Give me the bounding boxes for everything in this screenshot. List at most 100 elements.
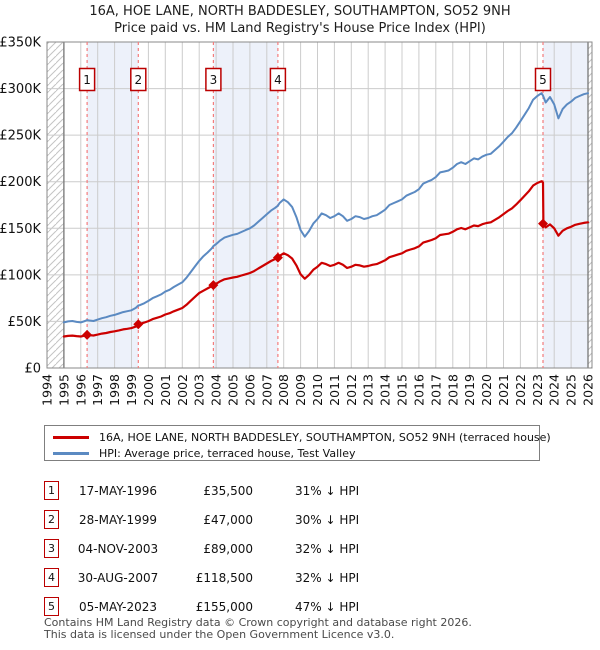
table-row: 1 17-MAY-1996 £35,500 31% ↓ HPI [44, 476, 584, 505]
hpi-line [62, 92, 589, 324]
x-tick-label: 2017 [428, 374, 443, 406]
sale-number-badge: 4 [269, 67, 287, 92]
price-line-swatch [53, 435, 89, 439]
sale-marker [538, 218, 549, 229]
page-title: 16A, HOE LANE, NORTH BADDESLEY, SOUTHAMP… [89, 4, 511, 19]
sale-date: 17-MAY-1996 [78, 483, 157, 498]
copyright-footer: Contains HM Land Registry data © Crown c… [44, 617, 472, 640]
x-tick-label: 1998 [107, 374, 122, 406]
svg-text:1: 1 [83, 73, 91, 87]
price-chart: 1 2 3 4 5 £350K £300K £250K £200K £150K £100K £50K £… [0, 36, 596, 406]
sale-date: 30-AUG-2007 [77, 570, 159, 585]
y-tick-label: £0 [24, 362, 41, 377]
sale-date: 05-MAY-2023 [78, 599, 157, 614]
x-tick-label: 1994 [40, 374, 55, 406]
sale-number-badge: 1 [78, 67, 96, 92]
x-tick-label: 2011 [327, 374, 342, 406]
x-tick-label: 2016 [411, 374, 426, 406]
table-row: 4 30-AUG-2007 £118,500 32% ↓ HPI [44, 563, 584, 592]
x-tick-label: 2008 [276, 374, 291, 406]
sale-price: £47,000 [203, 512, 253, 527]
sale-price: £118,500 [195, 570, 253, 585]
x-tick-label: 2013 [361, 374, 376, 406]
row-number-badge: 3 [44, 539, 59, 558]
footer-line-2: This data is licensed under the Open Gov… [44, 627, 395, 641]
table-row: 2 28-MAY-1999 £47,000 30% ↓ HPI [44, 505, 584, 534]
x-tick-label: 2026 [581, 374, 596, 406]
sale-marker [208, 280, 219, 291]
x-tick-label: 2006 [242, 374, 257, 406]
row-number-badge: 5 [44, 597, 59, 616]
x-tick-label: 2012 [344, 374, 359, 406]
sale-vs-hpi: 32% ↓ HPI [295, 570, 360, 585]
left-hatch [47, 42, 64, 368]
y-tick-label: £250K [0, 129, 41, 144]
price-line [62, 180, 590, 338]
sale-marker [82, 329, 93, 340]
ownership-band [213, 42, 278, 368]
x-tick-label: 2004 [209, 374, 224, 406]
sale-price: £155,000 [195, 599, 253, 614]
sale-date: 28-MAY-1999 [78, 512, 157, 527]
y-tick-label: £100K [0, 268, 41, 283]
x-tick-label: 2000 [141, 374, 156, 406]
x-tick-label: 2003 [192, 374, 207, 406]
table-row: 5 05-MAY-2023 £155,000 47% ↓ HPI [44, 592, 584, 621]
x-tick-label: 2023 [530, 374, 545, 406]
x-tick-label: 2020 [479, 374, 494, 406]
y-tick-label: £50K [8, 315, 42, 330]
x-tick-label: 2007 [259, 374, 274, 406]
x-tick-label: 1996 [73, 374, 88, 406]
hpi-line-swatch [53, 451, 89, 455]
x-tick-label: 2002 [175, 374, 190, 406]
sale-marker [272, 252, 283, 263]
x-tick-label: 1997 [90, 374, 105, 406]
x-tick-label: 1999 [124, 374, 139, 406]
x-tick-label: 2005 [226, 374, 241, 406]
sale-date: 04-NOV-2003 [77, 541, 159, 556]
y-tick-label: £150K [0, 222, 41, 237]
footer-line-1: Contains HM Land Registry data © Crown c… [44, 616, 472, 629]
page-subtitle: Price paid vs. HM Land Registry's House … [114, 21, 486, 36]
x-tick-label: 2024 [547, 374, 562, 406]
x-tick-label: 2019 [462, 374, 477, 406]
svg-text:2: 2 [134, 73, 142, 87]
x-tick-label: 2009 [293, 374, 308, 406]
sale-vs-hpi: 32% ↓ HPI [295, 541, 360, 556]
legend-label-price: 16A, HOE LANE, NORTH BADDESLEY, SOUTHAMP… [99, 430, 551, 444]
sale-vs-hpi: 31% ↓ HPI [295, 483, 360, 498]
y-tick-label: £200K [0, 175, 41, 190]
sale-vs-hpi: 30% ↓ HPI [295, 512, 360, 527]
x-tick-label: 2014 [378, 374, 393, 406]
legend-item-hpi: HPI: Average price, terraced house, Test… [53, 445, 531, 461]
right-hatch [588, 42, 592, 368]
x-tick-label: 1995 [56, 374, 71, 406]
x-tick-label: 2001 [158, 374, 173, 406]
x-tick-label: 2015 [395, 374, 410, 406]
chart-legend: 16A, HOE LANE, NORTH BADDESLEY, SOUTHAMP… [44, 425, 551, 461]
sale-number-badge: 3 [205, 67, 222, 92]
x-tick-label: 2021 [496, 374, 511, 406]
sale-number-badge: 2 [130, 67, 147, 92]
legend-item-price: 16A, HOE LANE, NORTH BADDESLEY, SOUTHAMP… [53, 429, 551, 445]
svg-text:3: 3 [210, 73, 218, 87]
y-tick-label: £300K [0, 82, 41, 97]
x-tick-label: 2010 [310, 374, 325, 406]
y-tick-label: £350K [0, 36, 41, 51]
sale-price: £89,000 [203, 541, 253, 556]
row-number-badge: 4 [44, 568, 59, 587]
x-tick-label: 2018 [445, 374, 460, 406]
row-number-badge: 2 [44, 510, 59, 529]
sale-price: £35,500 [203, 483, 253, 498]
svg-text:4: 4 [274, 73, 282, 87]
x-tick-label: 2022 [513, 374, 528, 406]
legend-label-hpi: HPI: Average price, terraced house, Test… [99, 446, 356, 460]
sale-number-badge: 5 [534, 67, 552, 92]
x-tick-label: 2025 [564, 374, 579, 406]
ownership-band [87, 42, 139, 368]
row-number-badge: 1 [44, 481, 59, 500]
table-row: 3 04-NOV-2003 £89,000 32% ↓ HPI [44, 534, 584, 563]
transactions-table: 1 17-MAY-1996 £35,500 31% ↓ HPI 2 28-MAY-1999… [44, 476, 584, 621]
sale-marker [133, 319, 144, 330]
